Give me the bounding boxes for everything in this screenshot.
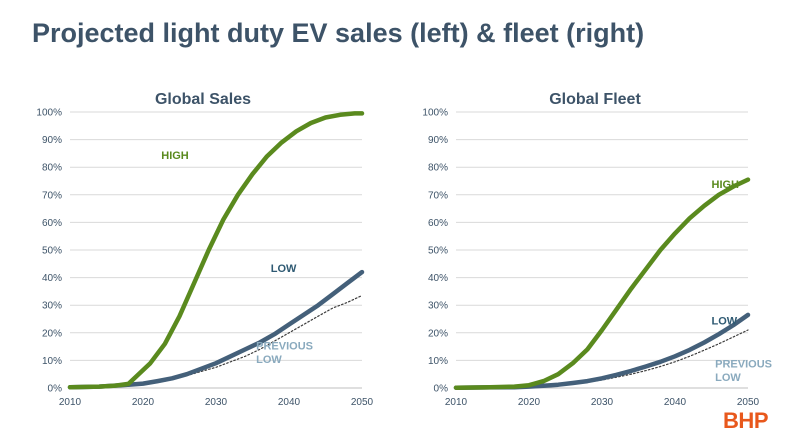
y-tick-label: 20% bbox=[42, 328, 62, 339]
y-tick-label: 60% bbox=[428, 218, 448, 229]
series-line-high bbox=[453, 177, 751, 390]
x-tick-label: 2020 bbox=[132, 397, 155, 408]
series-line-low bbox=[67, 269, 365, 390]
x-tick-label: 2030 bbox=[591, 397, 614, 408]
y-tick-label: 90% bbox=[428, 135, 448, 146]
x-tick-label: 2040 bbox=[664, 397, 687, 408]
x-tick-label: 2030 bbox=[205, 397, 228, 408]
x-tick-label: 2020 bbox=[518, 397, 541, 408]
y-tick-label: 90% bbox=[42, 135, 62, 146]
x-tick-label: 2050 bbox=[351, 397, 374, 408]
series-line-low bbox=[453, 312, 751, 390]
x-tick-label: 2040 bbox=[278, 397, 301, 408]
y-tick-label: 50% bbox=[42, 246, 62, 257]
chart-title: Global Sales bbox=[155, 91, 251, 108]
series-label-high: HIGH bbox=[712, 179, 740, 191]
y-tick-label: 40% bbox=[428, 273, 448, 284]
y-tick-label: 30% bbox=[42, 301, 62, 312]
chart-global-sales: Global Sales 0% 10% 20% 30% 40% 50% 60% 70% 80% 90… bbox=[36, 91, 373, 408]
series-label-high: HIGH bbox=[161, 150, 189, 162]
y-tick-label: 30% bbox=[428, 301, 448, 312]
y-tick-label: 0% bbox=[48, 384, 63, 395]
y-tick-label: 40% bbox=[42, 273, 62, 284]
y-tick-label: 10% bbox=[428, 356, 448, 367]
series-label-previous: LOW bbox=[256, 354, 282, 366]
x-tick-label: 2010 bbox=[59, 397, 82, 408]
y-tick-label: 80% bbox=[42, 163, 62, 174]
bhp-logo: BHP bbox=[723, 408, 768, 433]
chart-title: Global Fleet bbox=[549, 91, 641, 108]
series-label-low: LOW bbox=[271, 263, 297, 275]
series-label-previous: PREVIOUS bbox=[715, 358, 772, 370]
y-tick-label: 100% bbox=[422, 108, 448, 119]
series-line-previous-low bbox=[69, 294, 363, 388]
y-tick-label: 70% bbox=[42, 190, 62, 201]
y-tick-label: 20% bbox=[428, 328, 448, 339]
y-tick-label: 60% bbox=[42, 218, 62, 229]
chart-global-fleet: Global Fleet 0% 10% 20% 30% 40% 50% 60% 70% 80% 90… bbox=[422, 91, 772, 408]
series-label-previous: LOW bbox=[715, 372, 741, 384]
x-tick-label: 2050 bbox=[737, 397, 760, 408]
series-label-previous: PREVIOUS bbox=[256, 340, 313, 352]
series-line-high bbox=[67, 111, 365, 390]
y-tick-label: 50% bbox=[428, 246, 448, 257]
y-tick-label: 100% bbox=[36, 108, 62, 119]
y-tick-label: 0% bbox=[434, 384, 449, 395]
x-tick-label: 2010 bbox=[445, 397, 468, 408]
y-tick-label: 80% bbox=[428, 163, 448, 174]
series-label-low: LOW bbox=[712, 316, 738, 328]
y-tick-label: 70% bbox=[428, 190, 448, 201]
slide-title: Projected light duty EV sales (left) & f… bbox=[32, 18, 645, 48]
y-tick-label: 10% bbox=[42, 356, 62, 367]
